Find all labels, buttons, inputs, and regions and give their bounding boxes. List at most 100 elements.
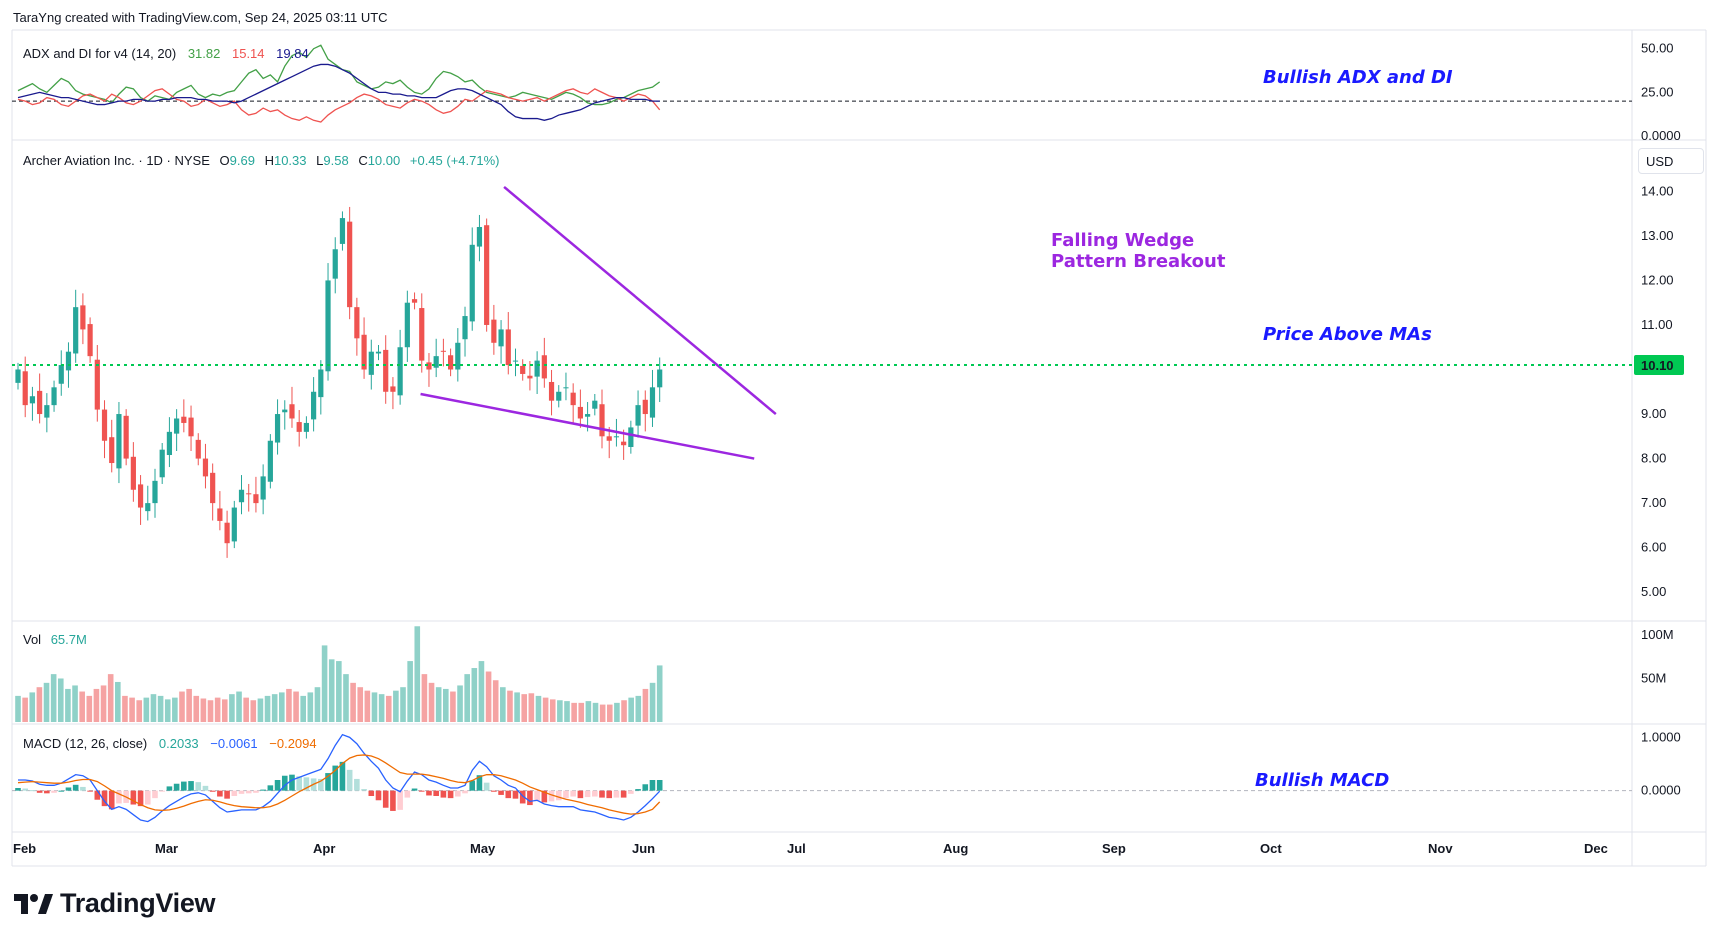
volume-bar [22, 697, 28, 722]
volume-bar [435, 687, 442, 722]
candle-body [541, 355, 547, 379]
macd-histogram-bar [289, 774, 295, 791]
macd-histogram-bar [628, 790, 634, 794]
annotation-bullish-macd: Bullish MACD [1255, 770, 1389, 791]
currency-selector[interactable]: USD [1638, 148, 1704, 174]
volume-bar [136, 700, 143, 722]
macd-histogram-bar [281, 775, 288, 791]
macd-histogram-bar [606, 790, 613, 799]
macd-histogram-bar [325, 773, 331, 791]
volume-y-tick: 50M [1641, 670, 1666, 685]
volume-bar [407, 661, 413, 722]
adx-legend: ADX and DI for v4 (14, 20) 31.82 15.14 1… [23, 46, 309, 61]
macd-histogram-bar [159, 790, 165, 792]
volume-bar [143, 697, 150, 722]
price-legend: Archer Aviation Inc. · 1D · NYSE O9.69 H… [23, 153, 500, 168]
macd-legend-value-3: −0.2094 [269, 736, 316, 751]
volume-bar [549, 699, 556, 722]
candle-body [238, 489, 245, 503]
volume-bar [621, 700, 627, 722]
price-y-tick: 6.00 [1641, 540, 1666, 555]
macd-histogram-bar [548, 790, 555, 802]
macd-histogram-bar [303, 777, 310, 791]
volume-title: Vol [23, 632, 41, 647]
candle-body [274, 414, 281, 443]
candle-body [37, 390, 43, 415]
volume-bar [193, 695, 200, 722]
annotation-pattern-breakout: Pattern Breakout [1051, 251, 1226, 272]
candle-body [166, 431, 173, 456]
macd-histogram-bar [58, 790, 65, 792]
macd-histogram-bar [555, 790, 562, 801]
macd-histogram-bar [534, 790, 540, 802]
macd-histogram-bar [426, 790, 432, 796]
macd-histogram-bar [599, 790, 605, 798]
macd-histogram-bar [455, 790, 461, 797]
adx-series-2 [17, 63, 660, 121]
candle-body [58, 365, 64, 384]
macd-histogram-bar [318, 778, 324, 791]
volume-bar [442, 688, 449, 722]
candle-body [570, 392, 576, 406]
volume-bar [72, 685, 78, 722]
volume-bar [271, 694, 278, 722]
x-tick-label: Sep [1102, 841, 1126, 856]
high-label: H [265, 153, 274, 168]
candle-body [217, 508, 223, 521]
tradingview-logo[interactable]: TradingView [14, 888, 216, 919]
candle-body [505, 329, 511, 366]
candle-body [375, 351, 382, 354]
volume-bar [214, 697, 221, 722]
volume-bar [635, 695, 642, 722]
candle-body [137, 484, 144, 508]
volume-bar [350, 682, 356, 722]
price-y-tick: 12.00 [1641, 272, 1674, 287]
symbol-label: Archer Aviation Inc. · 1D · NYSE [23, 153, 210, 168]
candle-body [491, 319, 497, 343]
candle-body [51, 387, 57, 406]
macd-histogram-bar [505, 790, 512, 799]
macd-histogram-bar [642, 784, 649, 791]
adx-legend-value-3: 19.84 [276, 46, 309, 61]
volume-bar [428, 682, 435, 722]
candle-body [649, 387, 656, 418]
candle-body [621, 441, 627, 446]
candle-body [174, 418, 180, 434]
volume-bar [414, 626, 421, 722]
candle-body [202, 458, 209, 477]
change-value: +0.45 (+4.71%) [410, 153, 500, 168]
candle-body [404, 302, 410, 348]
volume-bar [179, 691, 185, 722]
volume-bar [86, 695, 93, 722]
x-tick-label: Dec [1584, 841, 1608, 856]
candle-body [303, 422, 309, 432]
volume-bar [514, 692, 520, 722]
macd-histogram-bar [108, 790, 115, 810]
macd-histogram-bar [209, 790, 216, 792]
candle-body [527, 375, 533, 379]
volume-value: 65.7M [51, 632, 87, 647]
volume-bar [157, 695, 164, 722]
volume-bar [221, 699, 228, 722]
candle-body [65, 351, 72, 371]
volume-bar [79, 691, 85, 722]
adx-title: ADX and DI for v4 (14, 20) [23, 46, 176, 61]
candle-body [498, 329, 504, 347]
volume-bar [150, 694, 157, 722]
macd-histogram-bar [418, 790, 425, 792]
macd-histogram-bar [116, 790, 122, 804]
volume-bar [535, 695, 542, 722]
volume-bar [43, 682, 50, 722]
volume-bar [229, 694, 235, 722]
macd-histogram-bar [361, 789, 367, 791]
candle-body [556, 391, 562, 401]
volume-bar [314, 687, 321, 722]
candle-body [354, 307, 360, 339]
x-tick-label: Oct [1260, 841, 1282, 856]
macd-histogram-bar [51, 790, 57, 793]
x-tick-label: Apr [313, 841, 335, 856]
candle-body [512, 360, 519, 362]
macd-line [18, 733, 661, 823]
candle-body [484, 225, 490, 325]
